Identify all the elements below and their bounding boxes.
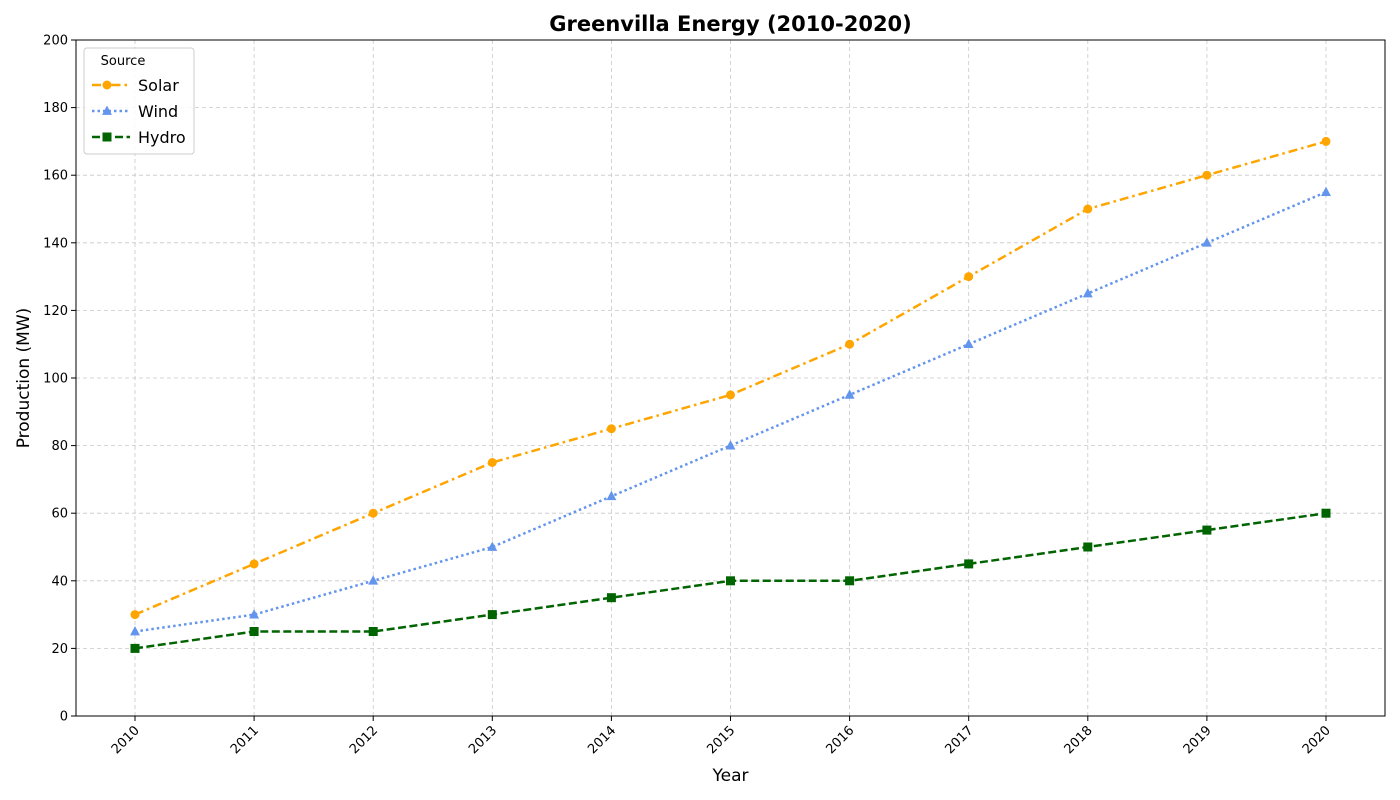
data-point-hydro — [845, 576, 855, 586]
data-point-solar — [249, 559, 259, 569]
data-point-solar — [845, 339, 855, 349]
legend-label-hydro: Hydro — [138, 128, 186, 147]
data-point-solar — [1202, 170, 1212, 180]
data-point-solar — [1083, 204, 1093, 214]
data-point-hydro — [130, 643, 140, 653]
y-tick-label: 40 — [51, 574, 68, 589]
x-tick-label: 2014 — [585, 723, 619, 757]
data-point-solar — [606, 424, 616, 434]
legend-label-wind: Wind — [138, 102, 178, 121]
x-tick-label: 2013 — [466, 723, 500, 757]
data-point-hydro — [249, 627, 259, 636]
x-tick-label: 2010 — [109, 723, 143, 757]
data-point-wind — [368, 575, 379, 585]
data-point-solar — [1321, 136, 1331, 146]
data-point-wind — [844, 389, 855, 399]
x-tick-label: 2019 — [1181, 723, 1215, 757]
grid — [76, 39, 1385, 717]
series-layer — [130, 136, 1331, 653]
data-point-solar — [368, 508, 378, 518]
x-tick-label: 2018 — [1062, 723, 1096, 757]
data-point-wind — [487, 541, 498, 551]
x-tick-label: 2020 — [1300, 723, 1334, 757]
data-point-hydro — [487, 610, 497, 620]
series-hydro — [130, 508, 1331, 653]
legend-entry-solar: Solar — [92, 76, 179, 95]
y-tick-label: 0 — [60, 710, 68, 725]
data-point-solar — [964, 272, 974, 282]
chart-title: Greenvilla Energy (2010-2020) — [549, 12, 912, 36]
legend-title: Source — [101, 54, 146, 69]
data-point-solar — [130, 610, 140, 620]
data-point-hydro — [1202, 525, 1212, 535]
legend-label-solar: Solar — [138, 76, 179, 95]
legend-box — [83, 47, 195, 155]
x-tick-label: 2012 — [347, 723, 381, 757]
y-tick-label: 160 — [43, 169, 68, 184]
data-point-hydro — [1083, 542, 1093, 552]
x-tick-label: 2016 — [823, 723, 857, 757]
x-tick-label: 2017 — [943, 723, 977, 757]
series-line-solar — [134, 140, 1327, 616]
data-point-hydro — [964, 559, 974, 569]
y-tick-label: 140 — [43, 236, 68, 251]
x-axis-label: Year — [712, 766, 749, 786]
y-tick-label: 100 — [43, 372, 68, 387]
data-point-hydro — [726, 576, 735, 586]
y-tick-label: 60 — [51, 507, 68, 522]
data-point-solar — [726, 390, 735, 400]
data-point-hydro — [368, 627, 378, 636]
y-axis-label: Production (MW) — [14, 308, 34, 449]
legend-swatch-marker-hydro — [102, 132, 112, 142]
y-tick-label: 180 — [43, 101, 68, 116]
data-point-hydro — [606, 593, 616, 603]
legend-swatch-marker-wind — [102, 105, 112, 115]
legend-swatch-marker-solar — [102, 80, 112, 90]
y-tick-label: 20 — [51, 642, 68, 657]
data-point-hydro — [1321, 508, 1331, 518]
x-tick-label: 2015 — [704, 723, 738, 757]
y-tick-label: 200 — [43, 34, 68, 49]
data-point-wind — [1201, 237, 1212, 247]
y-tick-label: 80 — [51, 439, 68, 454]
data-point-solar — [487, 458, 497, 467]
x-tick-label: 2011 — [228, 723, 262, 757]
series-line-wind — [134, 190, 1327, 633]
legend-entry-hydro: Hydro — [92, 128, 186, 147]
legend: Source Solar Wind Hydro — [83, 47, 195, 155]
legend-entry-wind: Wind — [92, 102, 178, 121]
data-point-wind — [1082, 288, 1093, 298]
data-point-wind — [249, 609, 260, 619]
data-point-wind — [963, 338, 974, 349]
data-point-wind — [130, 626, 140, 636]
series-wind — [130, 186, 1331, 636]
y-tick-label: 120 — [43, 304, 68, 319]
data-point-wind — [1321, 186, 1331, 196]
data-point-wind — [606, 490, 617, 501]
series-solar — [130, 136, 1331, 620]
data-point-wind — [725, 440, 736, 450]
